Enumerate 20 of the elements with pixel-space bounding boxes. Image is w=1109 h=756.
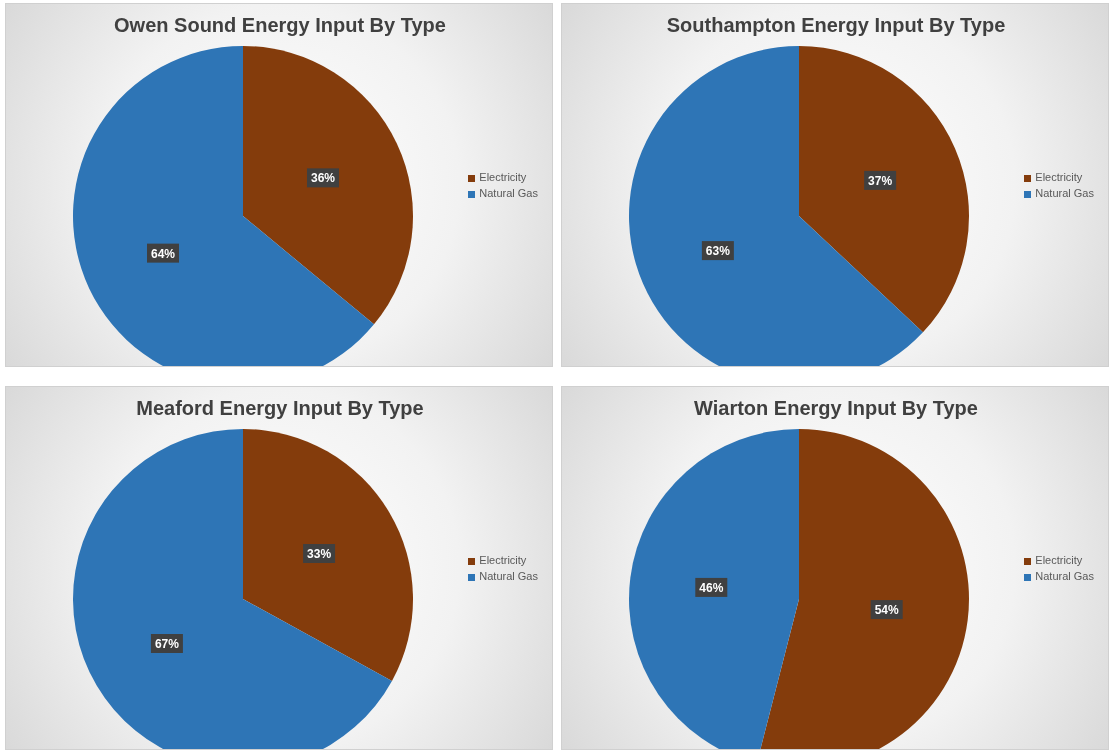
legend-label: Electricity [1035,171,1083,183]
legend-label: Natural Gas [479,187,538,199]
legend-label: Natural Gas [479,570,538,582]
data-label: 67% [154,637,180,651]
chart-title: Wiarton Energy Input By Type [693,397,979,420]
data-label: 63% [705,244,731,259]
legend-label: Electricity [479,554,527,566]
chart-title: Owen Sound Energy Input By Type [113,14,447,37]
legend-label: Natural Gas [1035,187,1094,199]
data-label: 64% [151,246,176,261]
data-label: 36% [310,171,336,186]
chart-title: Meaford Energy Input By Type [135,397,425,420]
data-label: 54% [874,603,900,618]
data-label: 33% [307,547,332,561]
legend-label: Natural Gas [1035,570,1094,582]
legend-label: Electricity [479,171,527,183]
data-label: 37% [868,173,893,188]
chart-title: Southampton Energy Input By Type [665,14,1007,37]
legend-label: Electricity [1035,554,1083,566]
data-label: 46% [699,580,724,595]
